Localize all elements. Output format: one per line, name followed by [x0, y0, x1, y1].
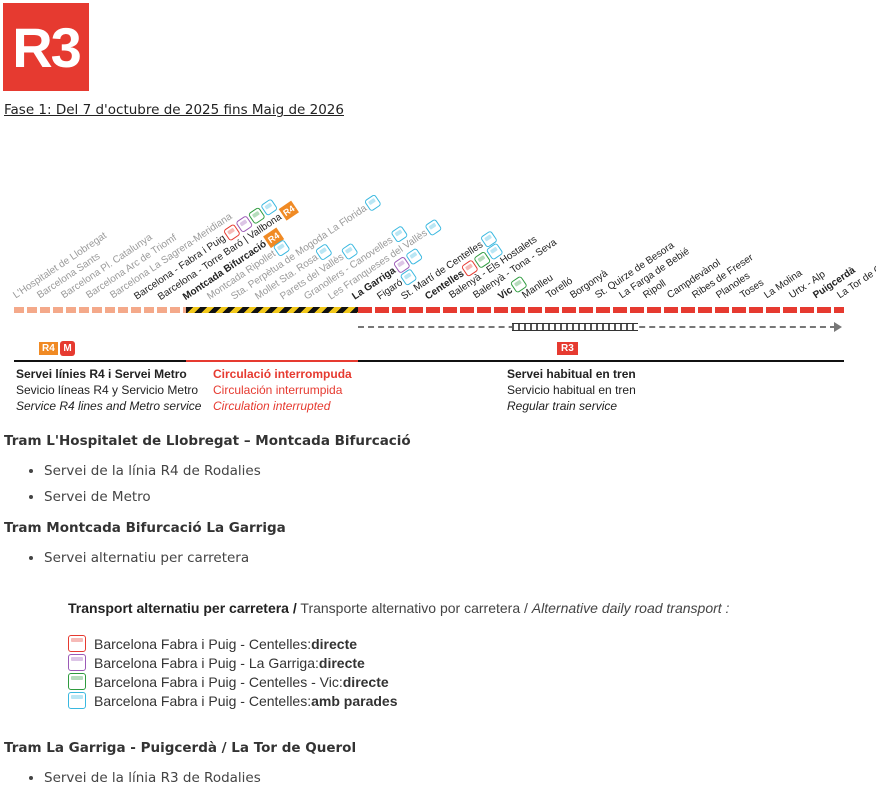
service-bar-right — [358, 360, 844, 362]
r3-logo: R3 — [3, 3, 89, 91]
service-right-ca: Servei habitual en tren — [507, 367, 636, 381]
section-title-3: Tram La Garriga - Puigcerdà / La Tor de … — [4, 740, 357, 756]
service-mid-es: Circulación interrumpida — [213, 383, 343, 397]
route-cyan: Barcelona Fabra i Puig - Centelles: amb … — [68, 691, 729, 710]
route-mode: directe — [342, 673, 389, 690]
list-item: Servei de Metro — [44, 489, 261, 505]
service-bar-left — [14, 360, 186, 362]
service-left-es: Sevicio líneas R4 y Servicio Metro — [16, 383, 199, 397]
service-right: Servei habitual en tren Servicio habitua… — [507, 366, 636, 414]
track-works-marker — [512, 323, 638, 331]
bus-icon — [68, 635, 86, 652]
service-left-ca: Servei línies R4 i Servei Metro — [16, 367, 187, 381]
service-mid-ca: Circulació interrompuda — [213, 367, 352, 381]
bus-icon — [68, 673, 86, 690]
list-item: Servei de la línia R3 de Rodalies — [44, 770, 261, 786]
service-left-en: Service R4 lines and Metro service — [16, 399, 202, 413]
r4-metro-segment — [14, 307, 186, 313]
service-bar-mid — [186, 360, 358, 362]
service-mid-en: Circulation interrupted — [213, 399, 331, 413]
route-red: Barcelona Fabra i Puig - Centelles: dire… — [68, 634, 729, 653]
r3-tag: R3 — [557, 342, 578, 355]
route-label: Barcelona Fabra i Puig - La Garriga: — [94, 654, 319, 671]
phase-title: Fase 1: Del 7 d'octubre de 2025 fins Mai… — [4, 102, 344, 118]
metro-icon: M — [60, 341, 75, 356]
arrow-head-icon — [834, 322, 842, 332]
list-item: Servei de la línia R4 de Rodalies — [44, 463, 261, 479]
bus-icon — [68, 692, 86, 709]
route-mode: amb parades — [311, 692, 398, 709]
road-transport-box: Transport alternatiu per carretera / Tra… — [68, 600, 729, 710]
road-heading-es: Transporte alternativo por carretera — [300, 600, 521, 616]
service-mid: Circulació interrompuda Circulación inte… — [213, 366, 352, 414]
road-heading-en: Alternative daily road transport : — [531, 600, 730, 616]
logo-text: R3 — [12, 15, 82, 79]
route-purple: Barcelona Fabra i Puig - La Garriga: dir… — [68, 653, 729, 672]
road-transport-heading: Transport alternatiu per carretera / Tra… — [68, 600, 730, 616]
section-title-2: Tram Montcada Bifurcació La Garriga — [4, 520, 286, 536]
interrupted-segment — [186, 307, 358, 313]
route-mode: directe — [318, 654, 365, 671]
section-list-2: Servei alternatiu per carretera — [24, 550, 249, 576]
bus-icon — [68, 654, 86, 671]
service-right-es: Servicio habitual en tren — [507, 383, 636, 397]
section-title-1: Tram L'Hospitalet de Llobregat – Montcad… — [4, 433, 411, 449]
route-label: Barcelona Fabra i Puig - Centelles - Vic… — [94, 673, 343, 690]
r4-tag: R4 — [39, 342, 58, 355]
route-label: Barcelona Fabra i Puig - Centelles: — [94, 692, 312, 709]
road-heading-ca: Transport alternatiu per carretera / — [68, 600, 297, 616]
line-diagram: L'Hospitalet de Llobregat Barcelona Sants… — [0, 150, 876, 420]
r3-segment — [358, 307, 844, 313]
route-green: Barcelona Fabra i Puig - Centelles - Vic… — [68, 672, 729, 691]
route-mode: directe — [311, 635, 358, 652]
section-list-1: Servei de la línia R4 de Rodalies Servei… — [24, 463, 261, 515]
service-right-en: Regular train service — [507, 399, 618, 413]
service-left: Servei línies R4 i Servei Metro Sevicio … — [16, 366, 201, 414]
section-list-3: Servei de la línia R3 de Rodalies — [24, 770, 261, 796]
route-label: Barcelona Fabra i Puig - Centelles: — [94, 635, 312, 652]
list-item: Servei alternatiu per carretera — [44, 550, 249, 566]
